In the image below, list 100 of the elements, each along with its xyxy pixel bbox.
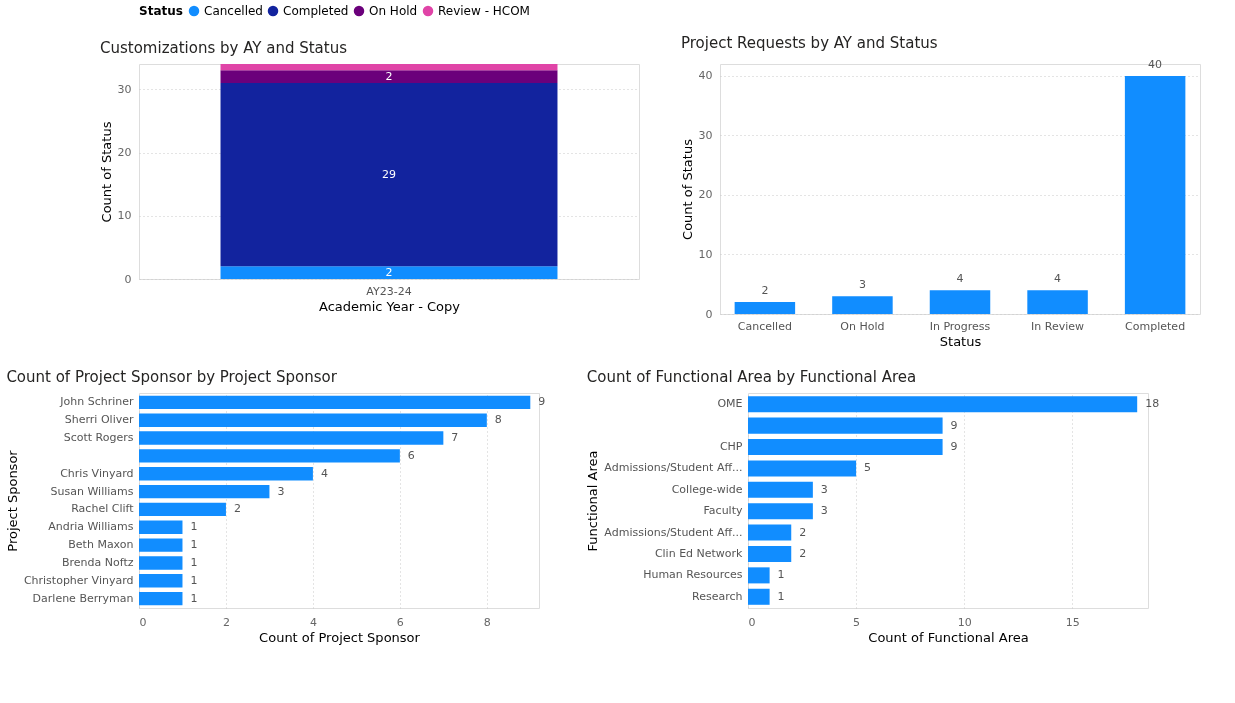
bar	[139, 520, 183, 534]
x-tick-label: 8	[483, 615, 491, 629]
y-tick-label: Scott Rogers	[63, 431, 134, 445]
data-label: 4	[956, 272, 964, 286]
y-tick-label: Rachel Clift	[71, 502, 135, 516]
bar	[139, 591, 183, 606]
y-tick-label: Human Resources	[643, 568, 743, 582]
y-tick-label: Research	[692, 589, 743, 603]
y-tick-label: 10	[117, 209, 132, 223]
data-label: 6	[407, 448, 415, 462]
data-label: 3	[820, 482, 828, 496]
y-tick-label: Andria Williams	[48, 520, 134, 534]
x-axis-title: Academic Year - Copy	[318, 298, 461, 314]
bar	[748, 396, 1138, 413]
y-tick-label: Admissions/Student Aff...	[604, 461, 743, 475]
data-label: 9	[538, 395, 546, 409]
y-axis-title: Count of Status	[679, 138, 695, 240]
y-tick-label: Admissions/Student Aff...	[604, 525, 743, 539]
data-label: 3	[277, 484, 285, 498]
x-axis-title: Status	[939, 333, 982, 349]
data-label: 3	[858, 278, 866, 292]
y-axis-title: Count of Status	[98, 121, 114, 223]
legend-label: Review - HCOM	[438, 4, 530, 18]
y-tick-label: CHP	[719, 440, 743, 454]
x-tick-label: 0	[139, 615, 147, 629]
data-label: 1	[190, 538, 198, 552]
data-label: 2	[761, 284, 769, 298]
y-tick-label: Brenda Noftz	[61, 555, 134, 569]
x-axis-title: Count of Functional Area	[868, 629, 1029, 645]
x-tick-label: On Hold	[840, 319, 885, 333]
x-tick-label: 2	[222, 615, 230, 629]
bar	[139, 556, 183, 570]
bar	[748, 439, 943, 456]
x-tick-label: AY23-24	[366, 284, 412, 298]
y-tick-label: 10	[698, 247, 713, 261]
bar	[220, 82, 558, 267]
data-label: 1	[190, 555, 198, 569]
y-tick-label: Beth Maxon	[68, 538, 134, 552]
x-tick-label: In Progress	[929, 319, 991, 333]
legend-label: On Hold	[369, 4, 418, 18]
chart-title: Count of Project Sponsor by Project Sponsor	[6, 368, 338, 386]
data-label: 18	[1145, 397, 1160, 411]
data-label: 1	[190, 573, 198, 587]
x-axis-title: Count of Project Sponsor	[259, 629, 421, 645]
bar	[748, 460, 857, 477]
y-axis-title: Project Sponsor	[4, 449, 20, 552]
bar	[832, 296, 893, 314]
data-label: 4	[1054, 272, 1062, 286]
data-label: 29	[382, 167, 396, 181]
data-label: 7	[451, 431, 459, 445]
y-tick-label: 30	[117, 82, 132, 96]
bar	[734, 302, 796, 314]
data-label: 2	[799, 525, 807, 539]
x-tick-label: Cancelled	[737, 319, 792, 333]
y-tick-label: Sherri Oliver	[64, 413, 134, 427]
bar	[748, 567, 770, 584]
data-label: 3	[820, 504, 828, 518]
x-tick-label: 4	[309, 615, 317, 629]
y-tick-label: Susan Williams	[50, 484, 134, 498]
y-tick-label: Christopher Vinyard	[23, 573, 134, 587]
data-label: 8	[494, 413, 502, 427]
data-label: 1	[190, 520, 198, 534]
x-tick-label: 15	[1065, 615, 1080, 629]
data-label: 1	[777, 568, 785, 582]
bar	[1027, 290, 1088, 314]
data-label: 9	[950, 418, 958, 432]
bar	[748, 481, 813, 498]
chart-title: Customizations by AY and Status	[100, 39, 348, 57]
y-tick-label: 20	[117, 146, 132, 160]
y-tick-label: Darlene Berryman	[32, 591, 134, 605]
y-tick-label: OME	[717, 397, 743, 411]
data-label: 2	[233, 502, 241, 516]
data-label: 5	[864, 461, 872, 475]
y-tick-label: Clin Ed Network	[654, 546, 744, 560]
bar	[220, 70, 558, 83]
y-tick-label: Chris Vinyard	[60, 466, 134, 480]
bar	[139, 502, 226, 517]
y-tick-label: 0	[705, 307, 713, 321]
data-label: 2	[385, 265, 393, 279]
bar	[1124, 75, 1186, 314]
legend-label: Cancelled	[204, 4, 263, 18]
x-tick-label: 0	[748, 615, 756, 629]
bar	[139, 538, 183, 552]
data-label: 2	[799, 546, 807, 560]
bar	[748, 503, 813, 520]
y-tick-label: 30	[698, 128, 713, 142]
bar	[139, 395, 531, 410]
x-tick-label: 6	[396, 615, 404, 629]
chart-title: Project Requests by AY and Status	[681, 33, 938, 52]
legend-label: Completed	[283, 4, 349, 18]
bar	[220, 266, 558, 279]
bar	[139, 467, 313, 481]
bar	[139, 449, 400, 463]
y-tick-label: John Schriner	[59, 395, 134, 409]
y-tick-label: 20	[698, 188, 713, 202]
bar	[139, 574, 183, 588]
x-tick-label: Completed	[1125, 319, 1186, 333]
data-label: 40	[1148, 57, 1163, 71]
bar	[748, 524, 792, 541]
bar	[929, 290, 991, 314]
